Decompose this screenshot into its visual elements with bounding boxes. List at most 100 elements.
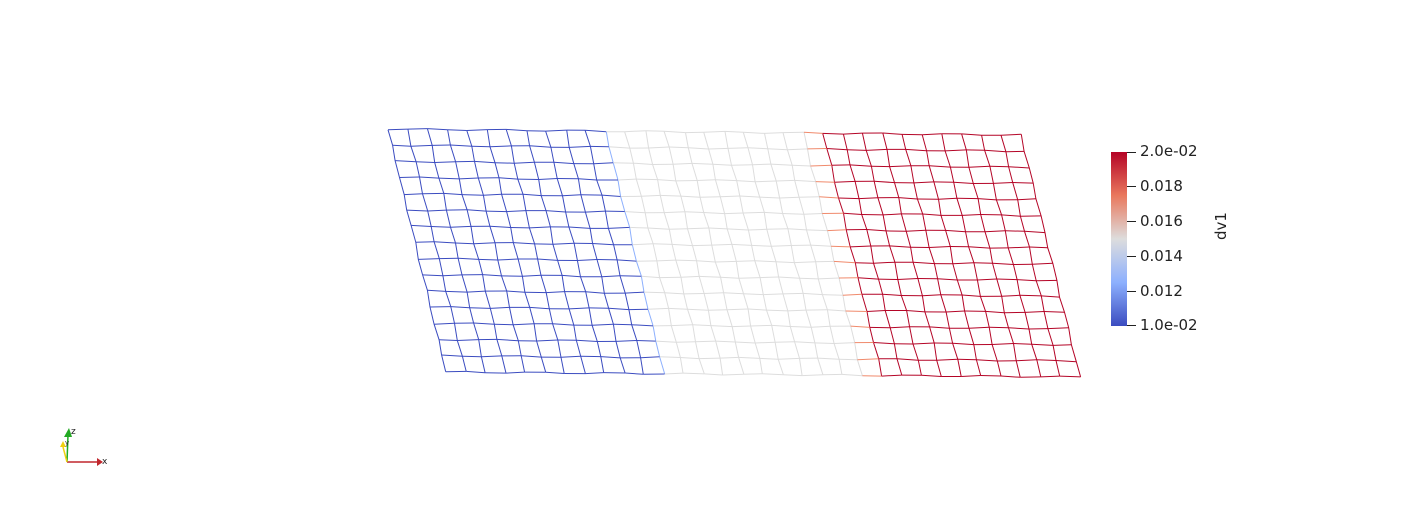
mesh-line: [747, 147, 768, 150]
mesh-line: [633, 162, 653, 165]
mesh-line: [506, 290, 525, 293]
mesh-line: [993, 182, 1013, 184]
mesh-line: [945, 149, 967, 152]
mesh-line: [659, 356, 681, 358]
mesh-line: [743, 131, 765, 134]
mesh-line: [608, 146, 630, 149]
mesh-line: [764, 132, 784, 134]
mesh-line: [922, 213, 942, 216]
mesh-line: [657, 179, 676, 182]
mesh-line: [962, 214, 981, 216]
mesh-line: [443, 192, 463, 196]
mesh-line: [1005, 230, 1025, 232]
mesh-line: [411, 224, 432, 227]
mesh-line: [727, 147, 749, 149]
mesh-line: [545, 210, 566, 213]
z-axis-line: [66, 434, 69, 463]
color-legend-tick: [1127, 152, 1136, 153]
mesh-line: [855, 262, 874, 264]
mesh-line: [497, 258, 519, 261]
mesh-line: [731, 243, 752, 246]
mesh-line: [1016, 359, 1037, 362]
mesh-line: [585, 129, 607, 133]
x-axis-arrow-icon: [97, 458, 103, 466]
mesh-line: [434, 241, 456, 244]
color-legend-label: 0.018: [1140, 177, 1183, 195]
mesh-line: [736, 260, 755, 262]
mesh-line: [545, 130, 605, 373]
mesh-line: [455, 242, 474, 245]
mesh-line: [831, 245, 851, 248]
mesh-line: [703, 132, 763, 374]
mesh-line: [458, 257, 479, 260]
mesh-line: [552, 242, 575, 245]
mesh-line: [890, 326, 910, 329]
mesh-line: [767, 148, 788, 151]
mesh-line: [978, 198, 997, 201]
mesh-line: [521, 355, 542, 358]
mesh-line: [720, 195, 740, 198]
mesh-line: [782, 292, 804, 295]
mesh-line: [522, 193, 542, 197]
mesh-line: [787, 148, 808, 151]
mesh-line: [838, 197, 860, 200]
mesh-line: [427, 128, 448, 131]
mesh-line: [1032, 262, 1053, 265]
mesh-line: [720, 356, 739, 359]
mesh-line: [810, 164, 832, 167]
mesh-line: [664, 211, 685, 214]
mesh-line: [462, 355, 482, 358]
mesh-line: [680, 275, 700, 278]
mesh-line: [562, 274, 581, 278]
mesh-line: [819, 196, 839, 199]
mesh-line: [841, 373, 863, 377]
color-legend-label: 0.014: [1140, 247, 1183, 265]
mesh-line: [1020, 134, 1082, 378]
mesh-line: [1055, 360, 1077, 363]
mesh-line: [619, 275, 642, 277]
mesh-line: [778, 276, 800, 279]
mesh-line: [631, 324, 654, 327]
mesh-line: [680, 195, 701, 198]
mesh-line: [422, 274, 443, 277]
mesh-line: [938, 197, 957, 200]
mesh-line: [569, 145, 591, 148]
mesh-line: [834, 342, 855, 344]
mesh-line: [427, 209, 447, 212]
mesh-line: [647, 227, 670, 230]
y-axis-line: [62, 446, 68, 463]
mesh-line: [605, 131, 666, 375]
mesh-line: [748, 228, 767, 231]
mesh-line: [743, 373, 763, 375]
mesh-line: [883, 213, 902, 216]
mesh-line: [680, 357, 700, 360]
mesh-line: [735, 341, 756, 344]
mesh-line: [752, 163, 771, 166]
mesh-line: [494, 162, 515, 164]
mesh-line: [1000, 375, 1021, 378]
mesh-line: [439, 339, 458, 341]
mesh-line: [645, 130, 665, 132]
mesh-line: [882, 293, 902, 296]
mesh-line: [695, 340, 716, 343]
color-legend-tick: [1127, 291, 1136, 292]
z-axis-arrow-icon: [64, 428, 72, 437]
mesh-line: [715, 340, 736, 343]
mesh-line: [906, 229, 926, 232]
mesh-line: [766, 309, 788, 312]
mesh-line: [682, 372, 705, 375]
mesh-line: [442, 274, 463, 277]
color-legend-tick: [1127, 256, 1136, 257]
mesh-line: [1040, 375, 1060, 378]
mesh-line: [989, 326, 1009, 329]
mesh-line: [478, 258, 498, 261]
mesh-line: [1036, 359, 1057, 361]
mesh-line: [441, 354, 463, 357]
mesh-line: [697, 179, 716, 181]
mesh-line: [529, 145, 551, 148]
mesh-line: [906, 310, 925, 313]
mesh-line: [771, 245, 792, 247]
mesh-line: [937, 278, 958, 281]
